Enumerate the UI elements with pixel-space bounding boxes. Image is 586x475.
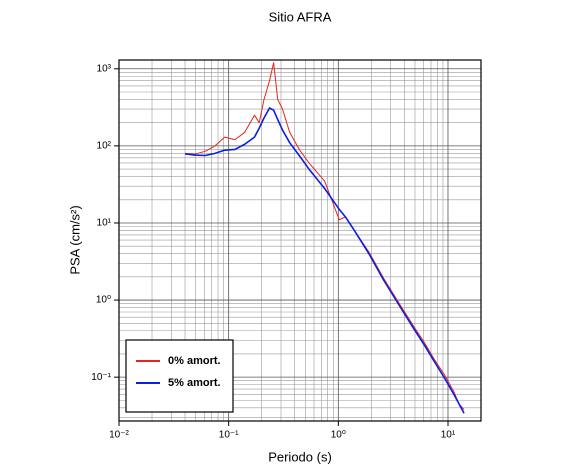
y-tick-label: 10² — [97, 141, 112, 152]
y-tick-label: 10⁰ — [96, 295, 111, 306]
x-tick-label: 10⁻² — [109, 430, 129, 441]
legend-label: 0% amort. — [168, 355, 221, 367]
x-tick-label: 10⁰ — [331, 430, 346, 441]
legend-box — [125, 339, 234, 413]
plot-frame — [118, 59, 482, 422]
y-tick-label: 10³ — [97, 63, 112, 74]
x-tick-label: 10¹ — [441, 430, 456, 441]
series-line — [184, 107, 465, 414]
y-tick-label: 10¹ — [97, 218, 112, 229]
y-axis-label: PSA (cm/s²) — [67, 205, 82, 274]
y-tick-label: 10⁻¹ — [91, 372, 111, 383]
x-axis-label: Periodo (s) — [268, 449, 332, 464]
chart-title: Sitio AFRA — [269, 9, 332, 24]
series-line — [184, 62, 465, 410]
x-tick-label: 10⁻¹ — [219, 430, 239, 441]
legend-label: 5% amort. — [168, 377, 221, 389]
